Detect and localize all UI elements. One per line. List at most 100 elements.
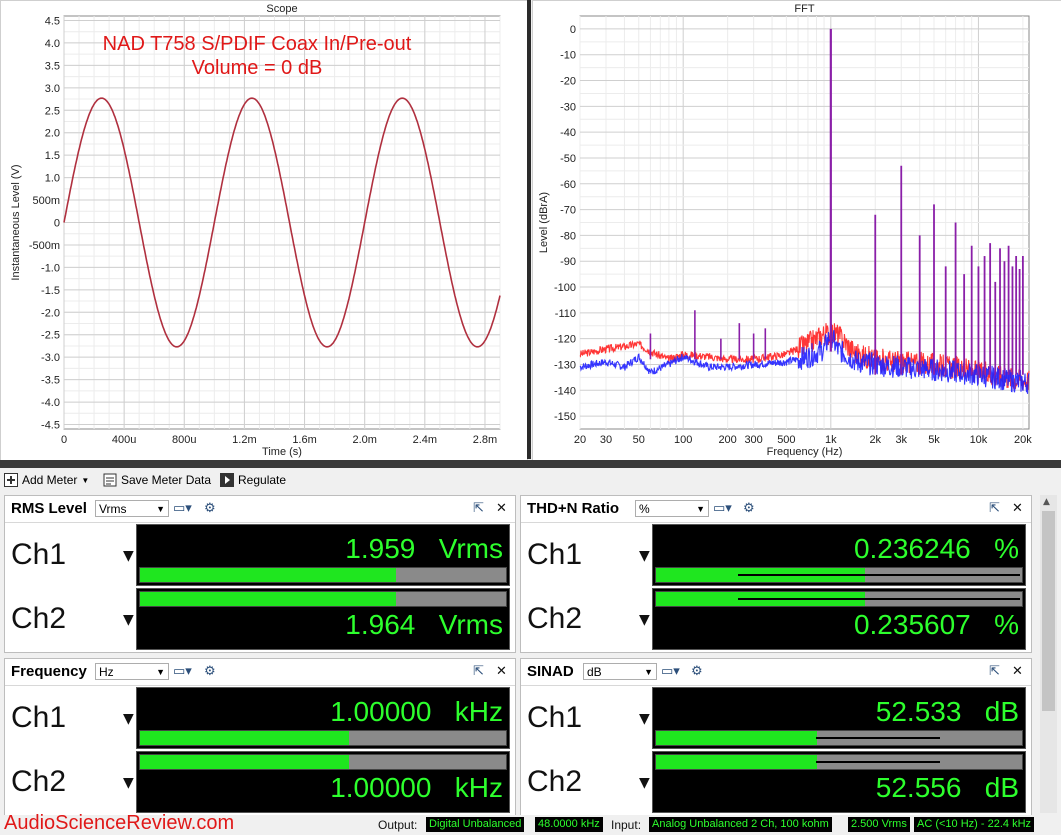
y-tick-label: -120 <box>554 334 576 346</box>
y-tick-label: -4.5 <box>41 420 60 432</box>
reading-value: 52.533 <box>875 696 962 727</box>
scroll-up-icon[interactable]: ▲ <box>1043 497 1050 507</box>
graph-options-icon[interactable]: ▭▾ <box>173 664 192 679</box>
y-tick-label: -1.0 <box>41 262 60 274</box>
chevron-down-icon: ▼ <box>156 667 165 677</box>
ch2-row: Ch2 ▼ 1.00000 kHz <box>5 751 515 813</box>
reading-value: 1.964 <box>345 609 416 640</box>
level-bar <box>139 591 507 607</box>
fft-trace-blue <box>579 322 1030 394</box>
x-axis-label: Frequency (Hz) <box>767 446 843 458</box>
reading: 52.533 dB <box>876 696 1019 728</box>
channel-dropdown-icon[interactable]: ▼ <box>639 711 650 727</box>
unit-select[interactable]: Hz ▼ <box>95 663 169 680</box>
level-bar-fill <box>656 731 818 745</box>
gear-icon[interactable]: ⚙ <box>691 664 703 679</box>
graph-divider[interactable] <box>527 0 531 459</box>
close-icon[interactable]: ✕ <box>496 664 507 679</box>
graph-options-icon[interactable]: ▭▾ <box>173 501 192 516</box>
unit-select-value: dB <box>587 665 602 679</box>
x-tick-label: 20k <box>1014 434 1032 446</box>
pop-out-icon[interactable]: ⇱ <box>473 501 484 516</box>
y-tick-label: 3.0 <box>45 83 60 95</box>
y-tick-label: -50 <box>560 153 576 165</box>
input-band[interactable]: AC (<10 Hz) - 22.4 kHz <box>914 817 1035 832</box>
channel-dropdown-icon[interactable]: ▼ <box>639 548 650 564</box>
meter-header: SINAD dB ▼ ▭▾ ⚙ ⇱ ✕ <box>521 659 1031 686</box>
pop-out-icon[interactable]: ⇱ <box>989 501 1000 516</box>
input-value[interactable]: Analog Unbalanced 2 Ch, 100 kohm <box>649 817 832 832</box>
channel-dropdown-icon[interactable]: ▼ <box>123 711 134 727</box>
y-tick-label: 3.5 <box>45 60 60 72</box>
gear-icon[interactable]: ⚙ <box>743 501 755 516</box>
y-tick-label: -60 <box>560 179 576 191</box>
reading-display: 0.236246 % <box>652 524 1026 586</box>
fft-chart: 20 30 50 100 200 300 500 1k 2k 3k 5k 10k 20k 0 -10 -20 -… <box>538 3 1032 458</box>
add-meter-button[interactable]: Add Meter ▼ <box>4 471 89 489</box>
x-tick-label: 400u <box>112 434 136 446</box>
unit-select[interactable]: Vrms ▼ <box>95 500 169 517</box>
pop-out-icon[interactable]: ⇱ <box>473 664 484 679</box>
ch2-row: Ch2 ▼ 0.235607 % <box>521 588 1031 650</box>
close-icon[interactable]: ✕ <box>1012 664 1023 679</box>
gear-icon[interactable]: ⚙ <box>204 664 216 679</box>
output-value[interactable]: Digital Unbalanced <box>426 817 525 832</box>
save-meter-data-button[interactable]: Save Meter Data <box>103 471 211 489</box>
meter-header: Frequency Hz ▼ ▭▾ ⚙ ⇱ ✕ <box>5 659 515 686</box>
y-tick-label: -80 <box>560 230 576 242</box>
graph-options-icon[interactable]: ▭▾ <box>713 501 732 516</box>
reading-unit: kHz <box>454 696 503 727</box>
reading: 1.00000 kHz <box>330 696 503 728</box>
chevron-down-icon: ▼ <box>644 667 653 677</box>
channel-dropdown-icon[interactable]: ▼ <box>123 775 134 791</box>
y-tick-label: -10 <box>560 50 576 62</box>
reading-value: 1.959 <box>345 533 416 564</box>
rms-level-meter: RMS Level Vrms ▼ ▭▾ ⚙ ⇱ ✕ Ch1 ▼ 1.959 Vrm… <box>4 495 516 653</box>
meter-scrollbar[interactable]: ▲ <box>1040 495 1057 813</box>
y-tick-label: -500m <box>29 240 60 252</box>
status-bar: Output: Digital Unbalanced 48.0000 kHz I… <box>0 815 1061 835</box>
y-tick-label: -2.5 <box>41 330 60 342</box>
reading-display: 1.959 Vrms <box>136 524 510 586</box>
x-tick-label: 2.0m <box>352 434 376 446</box>
y-tick-label: 4.5 <box>45 15 60 27</box>
output-rate[interactable]: 48.0000 kHz <box>535 817 603 832</box>
channel-dropdown-icon[interactable]: ▼ <box>123 612 134 628</box>
x-tick-label: 10k <box>970 434 988 446</box>
reading-display: 1.00000 kHz <box>136 751 510 813</box>
reading: 1.964 Vrms <box>345 609 503 641</box>
pane-splitter[interactable] <box>0 460 1061 468</box>
regulate-button[interactable]: Regulate <box>220 471 286 489</box>
reading: 0.236246 % <box>854 533 1019 565</box>
level-bar <box>655 567 1023 583</box>
graph-options-icon[interactable]: ▭▾ <box>661 664 680 679</box>
close-icon[interactable]: ✕ <box>1012 501 1023 516</box>
reading-unit: Vrms <box>438 609 503 640</box>
reading-unit: % <box>994 609 1019 640</box>
unit-select[interactable]: dB ▼ <box>583 663 657 680</box>
peak-hold-line <box>738 574 1020 576</box>
chart-annotation: Volume = 0 dB <box>192 57 323 79</box>
reading-value: 52.556 <box>875 772 962 803</box>
input-level[interactable]: 2.500 Vrms <box>848 817 910 832</box>
unit-select[interactable]: % ▼ <box>635 500 709 517</box>
meter-toolbar: Add Meter ▼ Save Meter Data Regulate <box>0 469 1061 491</box>
reading: 1.00000 kHz <box>330 772 503 804</box>
chart-title: Scope <box>266 3 297 15</box>
channel-dropdown-icon[interactable]: ▼ <box>123 548 134 564</box>
scrollbar-thumb[interactable] <box>1042 511 1055 711</box>
channel-dropdown-icon[interactable]: ▼ <box>639 612 650 628</box>
regulate-label: Regulate <box>238 473 287 487</box>
play-icon <box>220 473 234 487</box>
reading-display: 52.556 dB <box>652 751 1026 813</box>
gear-icon[interactable]: ⚙ <box>204 501 216 516</box>
x-tick-label: 1.6m <box>292 434 316 446</box>
y-axis-label: Level (dBrA) <box>538 192 550 253</box>
x-tick-label: 2k <box>869 434 881 446</box>
meter-header: RMS Level Vrms ▼ ▭▾ ⚙ ⇱ ✕ <box>5 496 515 523</box>
close-icon[interactable]: ✕ <box>496 501 507 516</box>
level-bar <box>139 730 507 746</box>
channel-dropdown-icon[interactable]: ▼ <box>639 775 650 791</box>
pop-out-icon[interactable]: ⇱ <box>989 664 1000 679</box>
reading-value: 0.236246 <box>853 533 971 564</box>
